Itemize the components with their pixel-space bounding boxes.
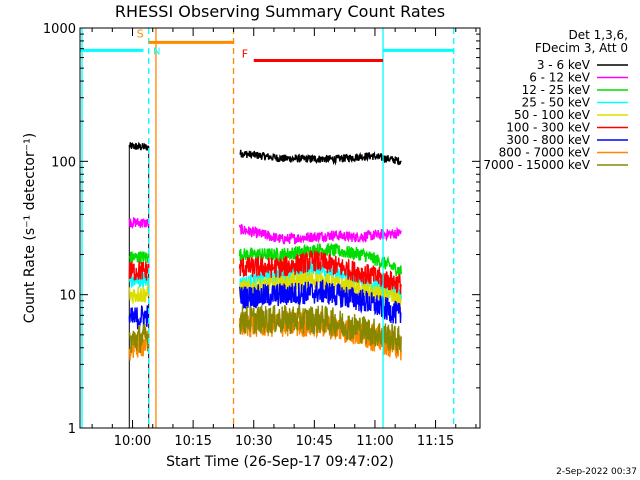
data-layer: [128, 141, 402, 428]
x-tick-label: 10:00: [114, 434, 151, 449]
legend-label: 300 - 800 keV: [506, 133, 590, 147]
x-tick-label: 10:30: [235, 434, 272, 449]
flag-layer: S F N: [80, 27, 455, 428]
legend-label: 800 - 7000 keV: [499, 146, 591, 160]
series-line-50-100-kev: [128, 284, 150, 304]
legend-label: 50 - 100 keV: [514, 108, 591, 122]
series-line-7000-15000-kev: [238, 304, 402, 354]
series-line-100-300-kev: [238, 250, 402, 295]
series-line-300-800-kev: [128, 305, 150, 330]
series-line-50-100-kev: [238, 271, 402, 311]
plot-frame: [79, 27, 481, 429]
y-tick-label: 100: [51, 155, 76, 170]
legend-header-line-1: Det 1,3,6,: [569, 28, 629, 42]
series-line-800-7000-kev: [128, 330, 150, 361]
series-line-3-6-kev: [128, 141, 150, 151]
x-tick-label: 10:45: [296, 434, 333, 449]
x-tick-label: 11:15: [417, 434, 454, 449]
y-tick-label: 10: [59, 289, 76, 304]
axis-layer: 10:00 10:15 10:30 10:45 11:00 11:15 1 10 100 1000: [43, 22, 480, 449]
x-tick-label: 10:15: [174, 434, 211, 449]
y-tick-label: 1: [68, 422, 76, 437]
y-axis-label: Count Rate (s⁻¹ detector⁻¹): [22, 133, 38, 323]
series-line-6-12-kev: [238, 224, 402, 245]
legend-header-line-2: FDecim 3, Att 0: [535, 41, 628, 55]
series-line-6-12-kev: [128, 217, 150, 230]
series-line-7000-15000-kev: [128, 323, 150, 354]
legend-label: 25 - 50 keV: [522, 96, 591, 110]
x-axis-label: Start Time (26-Sep-17 09:47:02): [166, 454, 394, 470]
y-tick-label: 1000: [43, 22, 76, 37]
series-line-12-25-kev: [128, 251, 150, 264]
legend-label: 7000 - 15000 keV: [483, 158, 590, 172]
flag-label: N: [153, 46, 160, 57]
flag-label: F: [242, 48, 248, 61]
series-line-12-25-kev: [238, 242, 402, 276]
legend-label: 3 - 6 keV: [537, 58, 591, 72]
series-line-3-6-kev: [239, 149, 402, 166]
legend-label: 6 - 12 keV: [529, 71, 591, 85]
flag-label: S: [137, 27, 144, 40]
legend-label: 12 - 25 keV: [522, 83, 591, 97]
series-line-100-300-kev: [128, 261, 150, 281]
legend-label: 100 - 300 keV: [506, 121, 590, 135]
series-line-300-800-kev: [238, 279, 402, 324]
x-tick-label: 11:00: [356, 434, 393, 449]
footer-timestamp: 2-Sep-2022 00:37: [556, 467, 637, 477]
chart-title: RHESSI Observing Summary Count Rates: [115, 2, 445, 21]
